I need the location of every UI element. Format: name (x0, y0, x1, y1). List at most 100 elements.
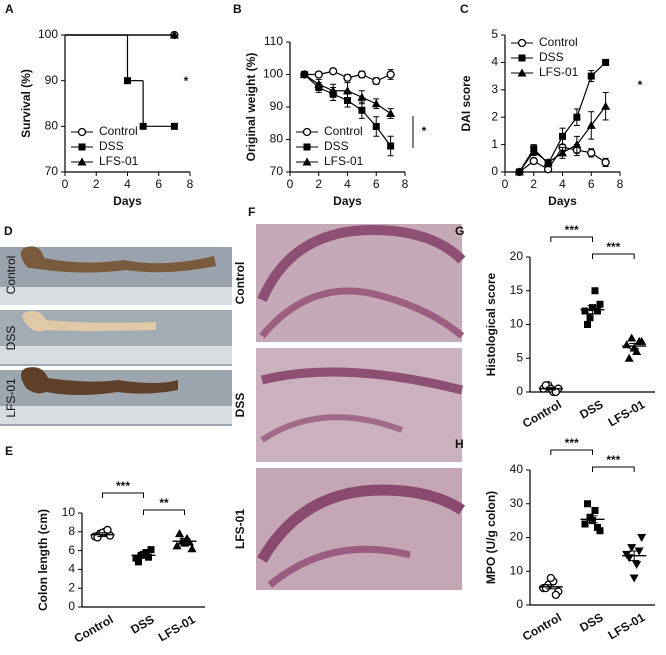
x-tick-label: 2 (93, 177, 100, 191)
legend-label: Control (539, 35, 578, 49)
data-point (581, 307, 589, 315)
x-tick-label: 2 (315, 177, 322, 191)
y-tick-label: 3 (491, 82, 498, 96)
x-tick-label: DSS (577, 610, 605, 634)
data-point (172, 541, 182, 550)
significance-label: *** (606, 240, 620, 254)
y-tick-label: 90 (45, 73, 59, 87)
y-axis-label: Colon length (cm) (36, 509, 50, 611)
x-tick-label: Control (520, 397, 564, 430)
significance-label: *** (565, 436, 579, 450)
data-point (543, 157, 553, 166)
data-point (546, 573, 555, 583)
x-tick-label: 0 (287, 177, 294, 191)
y-tick-label: 10 (510, 317, 524, 331)
data-point (529, 156, 538, 166)
x-tick-label: 0 (502, 177, 509, 191)
colon-tissue (22, 311, 157, 332)
x-axis-label: Days (113, 194, 142, 208)
data-point (581, 520, 589, 528)
data-point (586, 120, 596, 129)
legend-label: LFS-01 (324, 154, 364, 168)
data-point (357, 70, 367, 79)
legend-marker (78, 143, 86, 151)
data-point (372, 76, 381, 86)
legend-label: LFS-01 (99, 154, 139, 168)
data-point (170, 122, 178, 130)
data-point (103, 525, 112, 535)
data-point (132, 554, 140, 562)
panel-label: D (4, 224, 13, 238)
data-point (147, 546, 155, 554)
data-point (594, 307, 601, 315)
image-label: LFS-01 (4, 378, 18, 418)
panel-label: H (455, 437, 464, 451)
data-point (584, 321, 591, 328)
y-tick-label: 2 (491, 109, 498, 123)
tissue-layer (257, 484, 466, 563)
legend-marker (303, 143, 311, 151)
significance-bracket (102, 492, 144, 498)
data-point (386, 70, 395, 79)
y-tick-label: 40 (510, 462, 524, 476)
panel-label: B (233, 2, 242, 16)
data-point (627, 333, 637, 342)
y-tick-label: 80 (270, 132, 284, 146)
y-tick-label: 20 (510, 530, 524, 544)
y-tick-label: 6 (68, 543, 75, 557)
colon-tissue (20, 246, 216, 273)
y-tick-label: 100 (38, 27, 58, 41)
legend-marker (77, 157, 87, 166)
data-point (386, 109, 396, 117)
data-point (591, 287, 599, 295)
x-tick-label: 6 (155, 177, 162, 191)
y-tick-label: 0 (491, 164, 498, 178)
data-point (372, 123, 380, 130)
significance-label: *** (565, 223, 579, 237)
data-point (627, 544, 637, 553)
legend-label: DSS (324, 139, 349, 153)
colon-tissue (21, 367, 178, 395)
data-point (387, 142, 395, 150)
data-point (596, 300, 604, 308)
panel-label: A (5, 2, 14, 16)
data-point (343, 86, 352, 95)
data-point (314, 70, 323, 79)
y-tick-label: 70 (45, 164, 59, 178)
legend-marker (517, 68, 527, 77)
data-point (591, 507, 599, 514)
data-point (529, 146, 539, 155)
data-point (558, 148, 567, 157)
data-point (299, 70, 309, 78)
x-tick-label: DSS (128, 612, 156, 636)
data-point (624, 353, 634, 362)
y-tick-label: 0 (516, 384, 523, 398)
y-tick-label: 1 (491, 137, 498, 151)
image-label: Control (4, 256, 18, 295)
colon-photos (0, 246, 232, 426)
legend-marker (77, 127, 87, 137)
x-tick-label: 4 (344, 177, 351, 191)
x-tick-label: Control (72, 612, 116, 645)
data-point (602, 58, 610, 66)
y-tick-label: 4 (491, 55, 498, 69)
y-tick-label: 2 (68, 580, 75, 594)
annotation: * (638, 78, 643, 92)
x-tick-label: 4 (559, 177, 566, 191)
data-point (169, 30, 179, 39)
data-point (344, 97, 351, 104)
x-tick-label: 8 (187, 177, 194, 191)
y-tick-label: 8 (68, 524, 75, 538)
significance-bracket (550, 236, 593, 242)
histology-photos (256, 224, 466, 590)
y-tick-label: 70 (270, 164, 284, 178)
y-tick-label: 110 (264, 34, 283, 48)
data-point (514, 167, 524, 176)
data-point (572, 140, 582, 149)
significance-label: *** (116, 479, 130, 493)
legend-marker (518, 54, 526, 62)
data-point (358, 106, 366, 114)
annotation: * (422, 124, 427, 138)
data-point (587, 72, 595, 80)
tissue-layer (259, 287, 465, 339)
